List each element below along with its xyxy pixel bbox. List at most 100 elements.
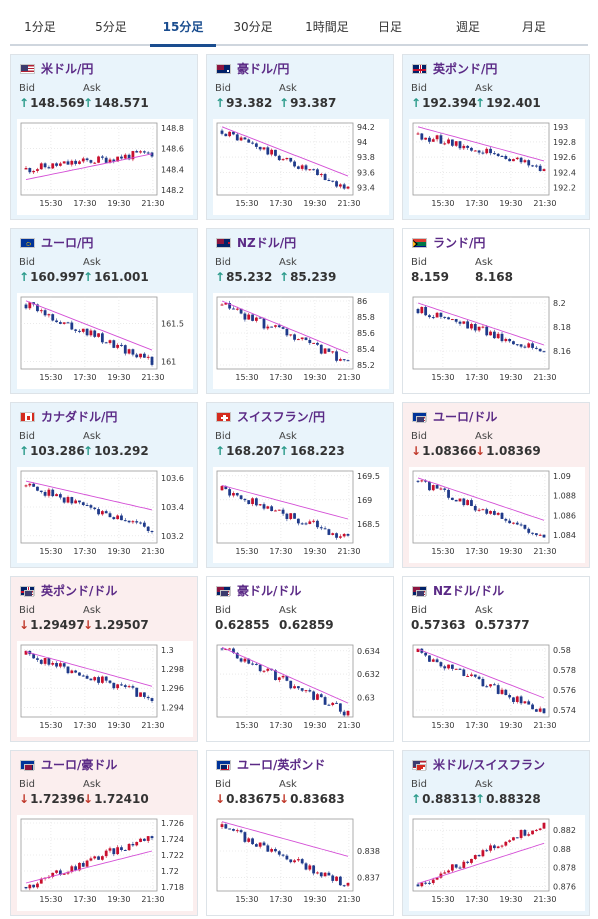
bid-price: 0.57363	[411, 618, 466, 632]
candle-body	[316, 872, 319, 874]
mini-chart[interactable]: 103.2 103.4 103.6 15:30 17:30 19:30 21:30	[17, 467, 193, 563]
rate-card[interactable]: カナダドル/円 Bid Ask ↑103.286 ↑103.292 103.2 103.4 1…	[10, 402, 198, 568]
ask-price: ↑168.223	[279, 444, 345, 458]
rate-card[interactable]: 豪ドル/ドル Bid Ask 0.62855 0.62859 0.63 0.632 0.634…	[206, 576, 394, 742]
y-tick-label: 1.726	[161, 819, 184, 828]
candle-body	[542, 169, 546, 172]
mini-chart[interactable]: 1.294 1.296 1.298 1.3 15:30 17:30 19:30 21:30	[17, 641, 193, 737]
x-tick-label: 15:30	[431, 895, 454, 904]
pair-name[interactable]: ユーロ/円	[41, 236, 94, 250]
pair-name[interactable]: 豪ドル/円	[237, 62, 290, 76]
x-tick-label: 21:30	[533, 895, 556, 904]
candle-body	[258, 504, 262, 506]
rate-card[interactable]: ユーロ/ドル Bid Ask ↓1.08366 ↓1.08369 1.084 1.086 1.…	[402, 402, 590, 568]
candle-body	[277, 325, 281, 328]
x-tick-label: 17:30	[465, 199, 488, 208]
tab-3[interactable]: 30分足	[233, 20, 273, 34]
y-tick-label: 1.086	[553, 511, 576, 520]
pair-name[interactable]: NZドル/円	[237, 236, 297, 250]
pair-name[interactable]: ランド/円	[433, 236, 486, 250]
rate-card[interactable]: NZドル/ドル Bid Ask 0.57363 0.57377 0.574 0.576 0.5…	[402, 576, 590, 742]
mini-chart[interactable]: 168.5 169 169.5 15:30 17:30 19:30 21:30	[213, 467, 389, 563]
pair-name[interactable]: NZドル/ドル	[433, 584, 505, 598]
candle-body	[285, 513, 289, 519]
candle-body	[251, 314, 254, 321]
rate-card[interactable]: 英ポンド/円 Bid Ask ↑192.394 ↑192.401 192.2 192.4 19…	[402, 54, 590, 220]
candle-body	[420, 480, 424, 482]
tab-0[interactable]: 1分足	[24, 20, 56, 34]
rate-card[interactable]: スイスフラン/円 Bid Ask ↑168.207 ↑168.223 168.5 169 16…	[206, 402, 394, 568]
us-flag-icon	[416, 590, 426, 597]
mini-chart[interactable]: 93.4 93.6 93.8 94 94.2 15:30 17:30 19:30 21:30	[213, 119, 389, 215]
pair-name[interactable]: カナダドル/円	[41, 410, 118, 424]
rate-card[interactable]: ランド/円 Bid Ask 8.159 8.168 8.16 8.18 8.2 15:30 17:…	[402, 228, 590, 394]
mini-chart[interactable]: 0.574 0.576 0.578 0.58 15:30 17:30 19:30 21:30	[409, 641, 585, 737]
tab-1[interactable]: 5分足	[95, 20, 127, 34]
bid-price: ↑192.394	[411, 96, 477, 110]
pair-name[interactable]: 英ポンド/円	[433, 62, 498, 76]
pair-name[interactable]: スイスフラン/円	[237, 410, 326, 424]
pair-name[interactable]: 豪ドル/ドル	[237, 584, 302, 598]
tab-2[interactable]: 15分足	[150, 10, 216, 47]
x-tick-label: 15:30	[431, 373, 454, 382]
candle-body	[304, 337, 308, 340]
candle-body	[78, 672, 81, 676]
tab-5[interactable]: 日足	[377, 20, 402, 34]
candle-body	[139, 353, 142, 358]
mini-chart[interactable]: 0.876 0.878 0.88 0.882 15:30 17:30 19:30 21:30	[409, 815, 585, 911]
rate-card[interactable]: 米ドル/円 Bid Ask ↑148.569 ↑148.571 148.2 148.4 148…	[10, 54, 198, 220]
ask-price: ↑192.401	[475, 96, 541, 110]
x-tick-label: 17:30	[269, 895, 292, 904]
moving-average-line	[25, 480, 153, 511]
mini-chart[interactable]: 192.2 192.4 192.6 192.8 193 15:30 17:30 19:30 21…	[409, 119, 585, 215]
tab-7[interactable]: 月足	[521, 20, 546, 34]
candle-body	[285, 675, 289, 681]
bid-price: 8.159	[411, 270, 449, 284]
candle-body	[232, 131, 235, 135]
candle-body	[254, 317, 258, 321]
candle-body	[338, 359, 342, 361]
mini-chart[interactable]: 8.16 8.18 8.2 15:30 17:30 19:30 21:30	[409, 293, 585, 389]
mini-chart[interactable]: 0.837 0.838 15:30 17:30 19:30 21:30	[213, 815, 389, 911]
tab-4[interactable]: 1時間足	[305, 20, 349, 34]
candle-body	[508, 158, 512, 162]
pair-name[interactable]: ユーロ/豪ドル	[41, 758, 118, 772]
mini-chart[interactable]: 161 161.5 15:30 17:30 19:30 21:30	[17, 293, 193, 389]
rate-card[interactable]: ユーロ/豪ドル Bid Ask ↓1.72396 ↓1.72410 1.718 1.72 1.…	[10, 750, 198, 916]
mini-chart[interactable]: 148.2 148.4 148.6 148.8 15:30 17:30 19:30 21:30	[17, 119, 193, 215]
candle-body	[443, 316, 447, 318]
mini-chart[interactable]: 1.718 1.72 1.722 1.724 1.726 15:30 17:30 19:30 2…	[17, 815, 193, 911]
candle-body	[496, 153, 500, 156]
us-flag-icon	[416, 416, 426, 423]
candle-body	[243, 137, 247, 140]
tab-6[interactable]: 週足	[455, 20, 480, 34]
mini-chart[interactable]: 0.63 0.632 0.634 15:30 17:30 19:30 21:30	[213, 641, 389, 737]
pair-name[interactable]: 英ポンド/ドル	[41, 584, 118, 598]
candle-body	[274, 149, 277, 156]
candle-body	[116, 847, 120, 855]
pair-name[interactable]: 米ドル/スイスフラン	[433, 758, 546, 772]
candle-body	[235, 308, 239, 310]
rate-card[interactable]: NZドル/円 Bid Ask ↑85.232 ↑85.239 85.2 85.4 85.6 85…	[206, 228, 394, 394]
candle-body	[228, 489, 232, 496]
candle-body	[312, 520, 316, 522]
rate-card[interactable]: ユーロ/円 Bid Ask ↑160.997 ↑161.001 161 161.5 15:30…	[10, 228, 198, 394]
candle-body	[428, 481, 431, 491]
candle-body	[112, 340, 116, 348]
pair-name[interactable]: ユーロ/英ポンド	[237, 758, 326, 772]
mini-chart[interactable]: 85.2 85.4 85.6 85.8 86 15:30 17:30 19:30 21:30	[213, 293, 389, 389]
rate-card[interactable]: 米ドル/スイスフラン Bid Ask ↑0.88313 ↑0.88328 0.876 0.8…	[402, 750, 590, 916]
candle-body	[515, 344, 519, 346]
rate-card[interactable]: 豪ドル/円 Bid Ask ↑93.382 ↑93.387 93.4 93.6 93.8 94 9…	[206, 54, 394, 220]
rate-card[interactable]: ユーロ/英ポンド Bid Ask ↓0.83675 ↓0.83683 0.837 0.838…	[206, 750, 394, 916]
candle-body	[47, 314, 51, 316]
candle-body	[308, 521, 312, 524]
y-tick-label: 1.724	[161, 835, 184, 844]
mini-chart[interactable]: 1.084 1.086 1.088 1.09 15:30 17:30 19:30 21:30	[409, 467, 585, 563]
candle-body	[500, 155, 504, 157]
pair-name[interactable]: 米ドル/円	[41, 62, 94, 76]
pair-name[interactable]: ユーロ/ドル	[433, 410, 498, 424]
rate-card[interactable]: 英ポンド/ドル Bid Ask ↓1.29497 ↓1.29507 1.294 1.296 1…	[10, 576, 198, 742]
candle-body	[24, 650, 28, 655]
arrow-up-icon: ↑	[19, 270, 30, 284]
